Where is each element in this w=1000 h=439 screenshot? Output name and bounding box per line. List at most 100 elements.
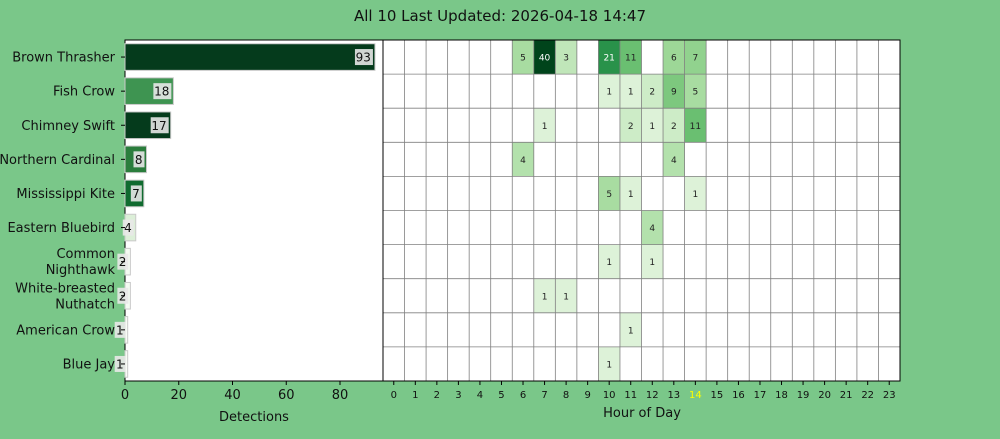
heat-cell-value-28: 1 <box>606 360 612 370</box>
heat-cell-value-12: 1 <box>542 122 548 132</box>
hour-tick-label-18: 18 <box>775 390 788 401</box>
heat-cell-value-26: 1 <box>563 292 569 302</box>
hour-tick-label-17: 17 <box>754 390 767 401</box>
hour-tick-label-20: 20 <box>818 390 831 401</box>
bar-value-box-5 <box>122 219 134 236</box>
heat-cell-value-20: 1 <box>628 190 634 200</box>
x-axis-label-detections: Detections <box>219 410 289 425</box>
heat-cell-value-9: 2 <box>649 88 655 98</box>
x-tick-label-1: 20 <box>170 388 187 403</box>
heat-cell-10 <box>663 74 685 109</box>
heat-cell-value-1: 40 <box>539 54 551 64</box>
heat-cell-value-22: 4 <box>649 224 655 234</box>
category-label-line: Fish Crow <box>53 85 115 100</box>
bar-value-label-0: 93 <box>356 51 371 65</box>
heat-cell-20 <box>619 176 642 211</box>
heat-cell-value-17: 4 <box>520 156 526 166</box>
hour-tick-label-15: 15 <box>711 390 724 401</box>
category-label-1: Fish Crow <box>53 85 115 100</box>
heat-cell-1 <box>533 40 556 75</box>
category-label-line: White-breasted <box>15 281 115 296</box>
category-label-line: Brown Thrasher <box>12 51 115 66</box>
x-axis-label-hour: Hour of Day <box>603 406 681 421</box>
bar-value-label-8: 1 <box>116 323 124 337</box>
heat-cell-value-5: 6 <box>671 54 677 64</box>
hour-tick-label-23: 23 <box>883 390 896 401</box>
heat-cell-0 <box>512 40 534 75</box>
hour-tick-label-14: 14 <box>689 390 702 401</box>
x-tick-label-3: 60 <box>278 388 295 403</box>
hour-tick-label-6: 6 <box>520 390 526 401</box>
category-label-3: Northern Cardinal <box>0 153 115 168</box>
bar-value-label-5: 4 <box>124 221 132 235</box>
hour-tick-label-12: 12 <box>646 390 659 401</box>
x-tick-label-0: 0 <box>121 388 129 403</box>
hour-tick-label-7: 7 <box>541 390 547 401</box>
category-label-7: White-breasted Nuthatch <box>15 281 115 312</box>
category-label-6: Common Nighthawk <box>46 247 116 278</box>
hour-tick-label-5: 5 <box>498 390 504 401</box>
bar-2 <box>124 111 172 140</box>
heat-cell-11 <box>684 74 707 109</box>
hour-tick-label-2: 2 <box>434 390 440 401</box>
category-label-8: American Crow <box>16 323 115 338</box>
heat-cell-3 <box>598 40 620 75</box>
heat-cell-6 <box>684 40 707 75</box>
hour-tick-label-1: 1 <box>412 390 418 401</box>
x-tick-label-4: 80 <box>332 388 349 403</box>
heat-cell-value-15: 2 <box>671 122 677 132</box>
bar-value-box-2 <box>150 117 169 134</box>
category-label-line: Nighthawk <box>46 263 116 278</box>
heat-cell-value-6: 7 <box>692 54 698 64</box>
hour-tick-label-22: 22 <box>861 390 874 401</box>
heat-cell-28 <box>598 346 620 381</box>
heat-cell-16 <box>684 108 707 143</box>
category-label-4: Mississippi Kite <box>16 187 115 202</box>
heat-cell-8 <box>619 74 642 109</box>
bar-value-box-1 <box>153 83 172 100</box>
hour-tick-label-3: 3 <box>455 390 461 401</box>
hour-tick-label-11: 11 <box>624 390 637 401</box>
heat-cell-25 <box>533 278 556 313</box>
heat-cell-19 <box>598 176 620 211</box>
heat-cell-15 <box>663 108 685 143</box>
bar-value-label-4: 7 <box>132 187 140 201</box>
category-label-2: Chimney Swift <box>21 119 115 134</box>
bar-value-box-9 <box>114 355 126 372</box>
heat-cell-22 <box>641 210 664 245</box>
heat-cell-value-24: 1 <box>649 258 655 268</box>
heat-cell-value-19: 5 <box>606 190 612 200</box>
category-label-line: Eastern Bluebird <box>7 221 115 236</box>
heat-cell-12 <box>533 108 556 143</box>
hour-tick-label-16: 16 <box>732 390 745 401</box>
category-label-line: Blue Jay <box>63 357 116 372</box>
category-label-5: Eastern Bluebird <box>7 221 115 236</box>
bar-0 <box>124 43 376 71</box>
hour-tick-label-21: 21 <box>840 390 853 401</box>
heat-cell-value-10: 9 <box>671 88 677 98</box>
heat-cell-2 <box>555 40 577 75</box>
heat-cell-value-18: 4 <box>671 156 677 166</box>
category-label-line: Nuthatch <box>55 297 115 312</box>
category-label-line: Chimney Swift <box>21 119 115 134</box>
category-label-0: Brown Thrasher <box>12 51 115 66</box>
category-label-line: Mississippi Kite <box>16 187 115 202</box>
heat-cell-21 <box>684 176 707 211</box>
bar-value-label-1: 18 <box>154 85 169 99</box>
heat-cell-4 <box>619 40 642 75</box>
heat-cell-value-16: 11 <box>690 122 701 132</box>
heat-cell-26 <box>555 278 577 313</box>
heat-cell-14 <box>641 108 664 143</box>
heat-cell-18 <box>663 142 685 177</box>
bar-value-box-0 <box>354 49 373 66</box>
category-label-9: Blue Jay <box>63 357 116 372</box>
heat-cell-value-21: 1 <box>692 190 698 200</box>
category-label-line: Common <box>56 247 115 262</box>
bar-value-label-3: 8 <box>135 153 143 167</box>
heat-cell-7 <box>598 74 620 109</box>
bar-layer: 93 Brown Thrasher 18 Fish Crow 1 7 Chimney Swi… <box>0 43 376 403</box>
heat-cell-17 <box>512 142 534 177</box>
hour-tick-label-0: 0 <box>391 390 397 401</box>
